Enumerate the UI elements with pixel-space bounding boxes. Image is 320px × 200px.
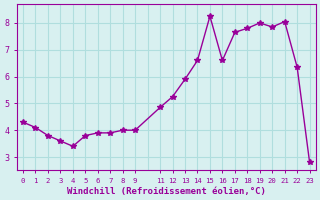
X-axis label: Windchill (Refroidissement éolien,°C): Windchill (Refroidissement éolien,°C) (67, 187, 266, 196)
